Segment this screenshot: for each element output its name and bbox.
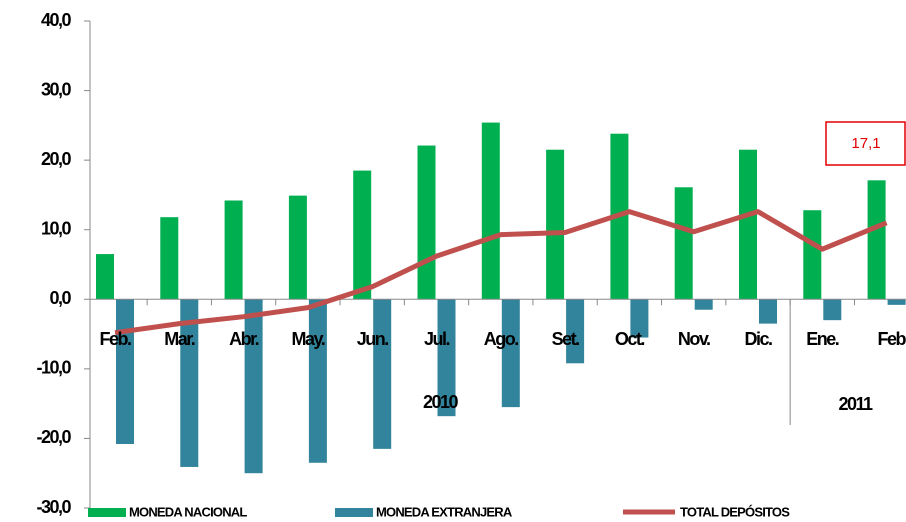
bar	[116, 299, 134, 444]
y-tick-label: 10,0	[41, 218, 72, 238]
x-tick-label: Abr.	[229, 329, 259, 349]
x-tick-label: May.	[292, 329, 325, 349]
legend-swatch	[335, 508, 373, 517]
bar	[674, 187, 693, 300]
callout-label: 17,1	[851, 135, 880, 152]
bar	[373, 299, 392, 449]
bar	[417, 145, 436, 300]
group-label: 2011	[838, 394, 873, 414]
bar	[694, 299, 713, 310]
bar	[803, 210, 822, 300]
x-tick-label: Nov.	[678, 329, 710, 349]
line-series	[114, 209, 888, 336]
legend-swatch	[88, 508, 126, 517]
bar	[96, 254, 114, 300]
x-tick-label: Ene.	[806, 329, 839, 349]
x-tick-label: Jul.	[424, 329, 450, 349]
legend-label: MONEDA NACIONAL	[129, 504, 247, 519]
y-tick-label: 40,0	[41, 10, 72, 30]
y-tick-label: -30,0	[36, 497, 71, 517]
bar	[867, 180, 886, 300]
y-tick-label: -10,0	[36, 358, 71, 378]
group-label: 2010	[423, 392, 459, 412]
bar	[630, 299, 649, 338]
bar	[353, 170, 372, 300]
y-tick-label: 20,0	[41, 149, 72, 169]
x-tick-label: Feb.	[99, 329, 131, 349]
x-tick-label: Mar.	[164, 329, 195, 349]
y-tick-label: -20,0	[36, 427, 71, 447]
legend-label: TOTAL DEPÓSITOS	[680, 504, 790, 519]
bar	[566, 299, 585, 364]
bar	[160, 217, 179, 300]
bar	[244, 299, 263, 474]
x-tick-label: Oct.	[615, 329, 645, 349]
bar	[759, 299, 777, 324]
bar	[437, 299, 456, 417]
x-tick-label: Feb	[877, 329, 906, 349]
bar	[546, 149, 565, 300]
bar	[224, 200, 243, 300]
legend-label: MONEDA EXTRANJERA	[376, 504, 513, 519]
bar	[739, 149, 757, 300]
x-tick-label: Jun.	[357, 329, 389, 349]
callout-box	[825, 121, 906, 166]
bar	[481, 122, 500, 300]
bar	[887, 299, 906, 305]
x-tick-label: Set.	[552, 329, 580, 349]
bar	[288, 195, 307, 300]
y-tick-label: 0,0	[49, 288, 71, 308]
bar	[823, 299, 842, 321]
bar	[180, 299, 199, 467]
bar	[501, 299, 520, 408]
x-tick-label: Ago.	[484, 329, 518, 349]
x-tick-label: Dic.	[744, 329, 772, 349]
y-tick-label: 30,0	[41, 79, 72, 99]
bar	[308, 299, 327, 463]
